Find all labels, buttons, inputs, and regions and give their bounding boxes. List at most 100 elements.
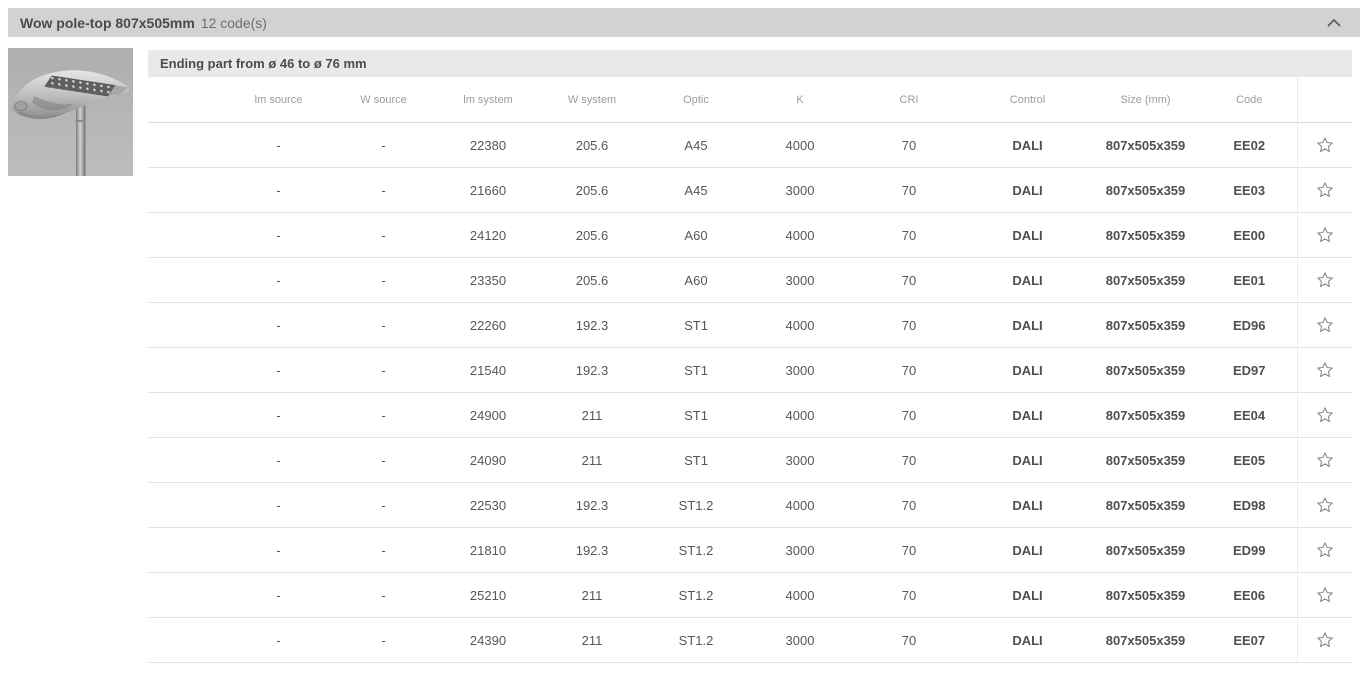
table-cell: -	[331, 122, 436, 168]
favorite-star-button[interactable]	[1313, 313, 1337, 337]
table-cell: DALI	[966, 437, 1089, 483]
table-cell: 70	[852, 392, 966, 438]
table-cell: ST1.2	[644, 572, 748, 618]
favorite-star-button[interactable]	[1313, 583, 1337, 607]
table-cell: EE02	[1202, 122, 1297, 168]
row-spacer	[148, 302, 226, 348]
table-cell: 21810	[436, 527, 540, 573]
table-row: - -22380 205.6 A45 4000 70 DALI 807x505x359 EE02	[148, 122, 1352, 168]
column-header-optic: Optic	[644, 77, 748, 123]
table-cell: -	[226, 527, 331, 573]
favorite-cell	[1296, 302, 1352, 348]
column-header-size-mm: Size (mm)	[1089, 77, 1202, 123]
product-image	[8, 48, 133, 176]
favorite-star-button[interactable]	[1313, 403, 1337, 427]
row-spacer	[148, 617, 226, 663]
table-row: - -22530 192.3 ST1.2 4000 70 DALI 807x505x359 ED…	[148, 482, 1352, 528]
column-header-cri: CRI	[852, 77, 966, 123]
favorite-star-button[interactable]	[1313, 448, 1337, 472]
table-cell: -	[226, 257, 331, 303]
table-cell: A60	[644, 257, 748, 303]
table-body: - -22380 205.6 A45 4000 70 DALI 807x505x359 EE02…	[148, 122, 1352, 663]
table-cell: -	[226, 437, 331, 483]
table-cell: -	[331, 302, 436, 348]
table-cell: ED98	[1202, 482, 1297, 528]
row-spacer	[148, 347, 226, 393]
favorite-star-button[interactable]	[1313, 358, 1337, 382]
favorite-cell	[1296, 482, 1352, 528]
section-header: Ending part from ø 46 to ø 76 mm	[148, 50, 1352, 77]
table-cell: -	[331, 347, 436, 393]
favorite-star-button[interactable]	[1313, 628, 1337, 652]
table-cell: ST1.2	[644, 482, 748, 528]
row-spacer	[148, 572, 226, 618]
star-outline-icon	[1315, 541, 1335, 563]
star-outline-icon	[1315, 361, 1335, 383]
table-cell: -	[331, 482, 436, 528]
table-cell: DALI	[966, 527, 1089, 573]
table-cell: 3000	[748, 167, 852, 213]
table-cell: 205.6	[540, 212, 644, 258]
table-row: - -21810 192.3 ST1.2 3000 70 DALI 807x505x359 ED…	[148, 527, 1352, 573]
favorite-star-button[interactable]	[1313, 133, 1337, 157]
table-cell: DALI	[966, 167, 1089, 213]
table-cell: 70	[852, 302, 966, 348]
star-outline-icon	[1315, 136, 1335, 158]
favorite-star-button[interactable]	[1313, 223, 1337, 247]
favorite-cell	[1296, 212, 1352, 258]
table-cell: ED96	[1202, 302, 1297, 348]
favorite-star-button[interactable]	[1313, 493, 1337, 517]
table-cell: 3000	[748, 527, 852, 573]
table-cell: EE07	[1202, 617, 1297, 663]
table-cell: 4000	[748, 122, 852, 168]
table-cell: 21540	[436, 347, 540, 393]
table-cell: DALI	[966, 482, 1089, 528]
table-cell: 807x505x359	[1089, 347, 1202, 393]
table-cell: -	[226, 572, 331, 618]
table-row: - -24390 211 ST1.2 3000 70 DALI 807x505x359 EE07	[148, 617, 1352, 663]
table-cell: 23350	[436, 257, 540, 303]
table-cell: 807x505x359	[1089, 167, 1202, 213]
table-cell: 70	[852, 122, 966, 168]
table-cell: -	[226, 392, 331, 438]
row-spacer	[148, 527, 226, 573]
table-cell: 192.3	[540, 302, 644, 348]
row-spacer	[148, 437, 226, 483]
table-cell: 807x505x359	[1089, 617, 1202, 663]
table-cell: 807x505x359	[1089, 122, 1202, 168]
table-cell: DALI	[966, 302, 1089, 348]
table-cell: 21660	[436, 167, 540, 213]
table-cell: -	[331, 572, 436, 618]
favorite-cell	[1296, 122, 1352, 168]
favorite-star-button[interactable]	[1313, 178, 1337, 202]
table-cell: DALI	[966, 572, 1089, 618]
table-row: - -24900 211 ST1 4000 70 DALI 807x505x359 EE04	[148, 392, 1352, 438]
table-cell: A45	[644, 122, 748, 168]
favorite-star-button[interactable]	[1313, 268, 1337, 292]
table-cell: ST1	[644, 392, 748, 438]
table-cell: ST1	[644, 347, 748, 393]
table-cell: 807x505x359	[1089, 257, 1202, 303]
table-cell: 192.3	[540, 347, 644, 393]
table-cell: -	[226, 212, 331, 258]
row-spacer	[148, 482, 226, 528]
table-cell: A45	[644, 167, 748, 213]
table-cell: 70	[852, 347, 966, 393]
table-cell: ST1.2	[644, 617, 748, 663]
column-spacer	[148, 77, 226, 123]
table-cell: 807x505x359	[1089, 527, 1202, 573]
table-cell: 807x505x359	[1089, 392, 1202, 438]
row-spacer	[148, 392, 226, 438]
table-cell: ED97	[1202, 347, 1297, 393]
table-cell: 22530	[436, 482, 540, 528]
codes-count: 12 code(s)	[200, 14, 267, 31]
table-cell: 205.6	[540, 167, 644, 213]
table-cell: DALI	[966, 212, 1089, 258]
favorite-star-button[interactable]	[1313, 538, 1337, 562]
table-cell: 807x505x359	[1089, 437, 1202, 483]
favorite-cell	[1296, 572, 1352, 618]
table-cell: 4000	[748, 572, 852, 618]
collapse-panel-button[interactable]	[1320, 16, 1348, 30]
table-cell: -	[226, 302, 331, 348]
table-cell: 70	[852, 257, 966, 303]
